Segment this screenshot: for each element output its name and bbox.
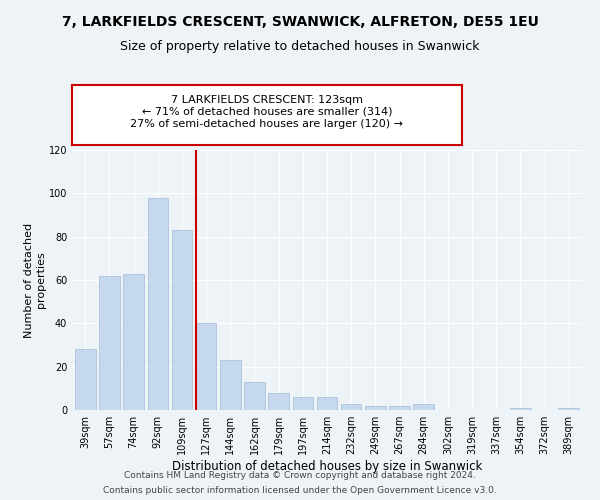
Bar [172, 230, 192, 410]
Bar [341, 404, 361, 410]
Bar [389, 406, 410, 410]
Y-axis label: Number of detached
properties: Number of detached properties [24, 222, 46, 338]
Bar [365, 406, 386, 410]
Bar [559, 408, 579, 410]
Bar [124, 274, 144, 410]
Bar [317, 397, 337, 410]
Bar [196, 324, 217, 410]
X-axis label: Distribution of detached houses by size in Swanwick: Distribution of detached houses by size … [172, 460, 482, 473]
Bar [293, 397, 313, 410]
Text: Contains HM Land Registry data © Crown copyright and database right 2024.: Contains HM Land Registry data © Crown c… [124, 471, 476, 480]
Bar [99, 276, 120, 410]
Bar [413, 404, 434, 410]
Text: Contains public sector information licensed under the Open Government Licence v3: Contains public sector information licen… [103, 486, 497, 495]
Text: 7, LARKFIELDS CRESCENT, SWANWICK, ALFRETON, DE55 1EU: 7, LARKFIELDS CRESCENT, SWANWICK, ALFRET… [62, 15, 538, 29]
Bar [75, 350, 95, 410]
Bar [148, 198, 168, 410]
Bar [510, 408, 530, 410]
Bar [244, 382, 265, 410]
Bar [268, 392, 289, 410]
Bar [220, 360, 241, 410]
Text: Size of property relative to detached houses in Swanwick: Size of property relative to detached ho… [120, 40, 480, 53]
Text: 7 LARKFIELDS CRESCENT: 123sqm
← 71% of detached houses are smaller (314)
27% of : 7 LARKFIELDS CRESCENT: 123sqm ← 71% of d… [131, 96, 404, 128]
